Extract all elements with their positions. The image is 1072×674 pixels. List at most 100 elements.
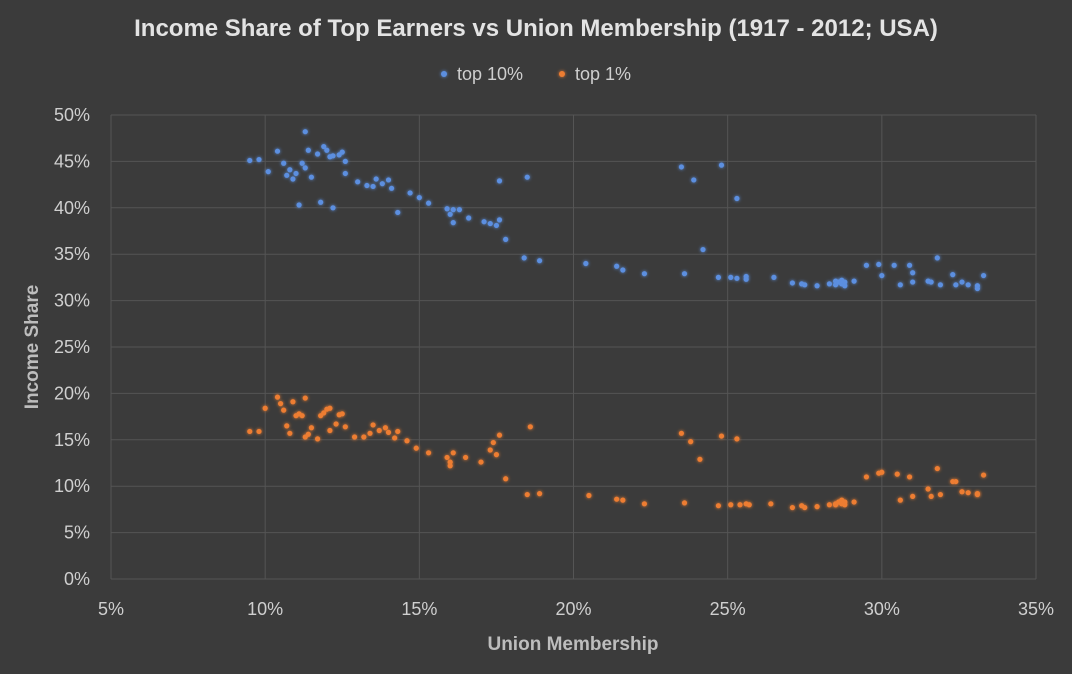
data-point xyxy=(284,423,290,429)
data-point xyxy=(906,474,913,480)
data-point xyxy=(339,149,345,155)
data-point xyxy=(746,502,752,508)
data-point xyxy=(447,463,453,469)
data-point xyxy=(496,432,503,438)
data-point xyxy=(641,501,648,507)
data-point xyxy=(728,274,734,280)
gridlines xyxy=(110,114,1037,580)
data-point xyxy=(743,276,749,282)
data-point xyxy=(425,450,432,456)
data-point xyxy=(305,147,311,153)
data-point xyxy=(407,190,413,196)
y-tick-label: 50% xyxy=(54,105,90,125)
data-point xyxy=(302,129,308,135)
data-point xyxy=(953,282,959,288)
x-tick-label: 25% xyxy=(710,599,746,619)
data-point xyxy=(802,504,808,511)
data-point xyxy=(277,401,284,407)
data-point xyxy=(450,207,456,213)
y-tick-label: 30% xyxy=(54,291,90,311)
data-point xyxy=(256,156,262,163)
series-top1 xyxy=(247,394,987,511)
data-point xyxy=(314,151,321,157)
data-point xyxy=(466,215,472,221)
data-point xyxy=(305,431,311,437)
data-point xyxy=(614,496,620,502)
data-point xyxy=(385,177,392,183)
y-axis-title: Income Share xyxy=(22,285,43,410)
data-point xyxy=(934,255,940,261)
y-tick-label: 0% xyxy=(64,569,90,589)
data-point xyxy=(503,476,509,482)
data-point xyxy=(851,278,857,284)
data-point xyxy=(527,424,533,430)
data-point xyxy=(281,160,287,166)
data-point xyxy=(370,422,376,428)
data-point xyxy=(536,491,543,497)
data-point xyxy=(937,491,944,498)
data-point xyxy=(450,450,456,456)
x-axis-tick-labels: 5% 10% 15% 20% 25% 30% 35% xyxy=(98,599,1054,619)
data-point xyxy=(737,502,743,508)
data-point xyxy=(444,454,450,461)
y-tick-label: 10% xyxy=(54,476,90,496)
data-point xyxy=(299,160,305,166)
data-point xyxy=(290,399,296,405)
data-point xyxy=(950,272,956,278)
data-point xyxy=(910,279,916,285)
data-point xyxy=(842,499,848,505)
data-point xyxy=(620,267,626,273)
data-point xyxy=(536,258,543,264)
data-point xyxy=(274,394,281,400)
data-point xyxy=(342,170,348,177)
data-point xyxy=(826,281,833,287)
data-point xyxy=(364,182,370,189)
data-point xyxy=(376,427,382,434)
legend-marker-top1 xyxy=(559,71,565,77)
data-point xyxy=(487,447,493,453)
y-tick-label: 35% xyxy=(54,244,90,264)
legend-item-top10[interactable]: top 10% xyxy=(441,64,523,84)
data-point xyxy=(965,490,971,496)
data-point xyxy=(980,272,987,279)
data-point xyxy=(385,429,392,435)
x-tick-label: 10% xyxy=(247,599,283,619)
data-point xyxy=(851,499,857,505)
data-point xyxy=(691,177,697,183)
data-point xyxy=(450,220,456,226)
data-point xyxy=(256,428,262,435)
data-point xyxy=(493,222,500,229)
data-point xyxy=(503,236,509,242)
data-point xyxy=(302,165,308,171)
legend-label-top10: top 10% xyxy=(457,64,523,84)
series-top10 xyxy=(247,129,987,292)
data-point xyxy=(388,185,395,191)
data-point xyxy=(928,279,934,285)
y-tick-label: 15% xyxy=(54,430,90,450)
data-point xyxy=(678,164,685,170)
data-point xyxy=(351,434,358,440)
data-point xyxy=(863,262,870,268)
legend-item-top1[interactable]: top 1% xyxy=(559,64,631,84)
legend-label-top1: top 1% xyxy=(575,64,631,84)
data-point xyxy=(826,502,833,508)
data-point xyxy=(771,274,777,280)
data-point xyxy=(392,435,398,441)
data-point xyxy=(321,410,327,416)
data-point xyxy=(897,497,903,503)
data-point xyxy=(382,425,389,431)
data-point xyxy=(842,279,848,285)
data-point xyxy=(487,220,493,227)
data-point xyxy=(728,502,734,508)
data-point xyxy=(293,170,299,177)
data-points xyxy=(247,129,987,511)
data-point xyxy=(980,472,987,478)
data-point xyxy=(287,167,293,173)
data-point xyxy=(524,491,530,498)
data-point xyxy=(339,411,345,417)
data-point xyxy=(789,280,796,286)
data-point xyxy=(928,493,934,500)
data-point xyxy=(493,452,500,458)
data-point xyxy=(734,436,740,442)
